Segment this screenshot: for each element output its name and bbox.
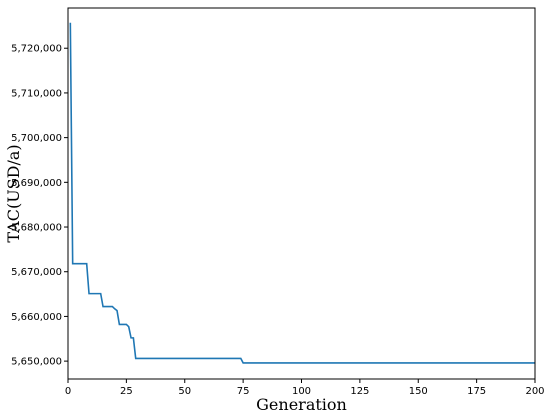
y-tick-label: 5,650,000 — [11, 357, 62, 368]
x-tick-label: 0 — [65, 386, 71, 397]
x-tick-label: 50 — [178, 386, 191, 397]
y-axis: 5,650,000 5,660,000 5,670,000 5,680,000 5,69… — [11, 44, 68, 368]
x-tick-label: 25 — [120, 386, 133, 397]
series-line — [69, 22, 535, 364]
y-tick-label: 5,690,000 — [11, 178, 62, 189]
y-tick-label: 5,700,000 — [11, 133, 62, 144]
y-tick-label: 5,680,000 — [11, 223, 62, 234]
x-tick-label: 200 — [525, 386, 544, 397]
x-tick-label: 75 — [237, 386, 250, 397]
y-tick-label: 5,720,000 — [11, 44, 62, 55]
x-tick-label: 150 — [409, 386, 428, 397]
series-layer — [69, 22, 535, 364]
x-tick-label: 175 — [467, 386, 486, 397]
x-axis: 0 25 50 75 100 125 150 175 200 — [65, 379, 545, 397]
x-axis-title: Generation — [256, 395, 347, 414]
plot-frame — [67, 7, 536, 380]
y-axis-title: TAC(USD/a) — [4, 144, 23, 242]
x-tick-label: 100 — [292, 386, 311, 397]
y-tick-label: 5,660,000 — [11, 312, 62, 323]
y-tick-label: 5,670,000 — [11, 267, 62, 278]
y-tick-label: 5,710,000 — [11, 88, 62, 99]
x-tick-label: 125 — [350, 386, 369, 397]
